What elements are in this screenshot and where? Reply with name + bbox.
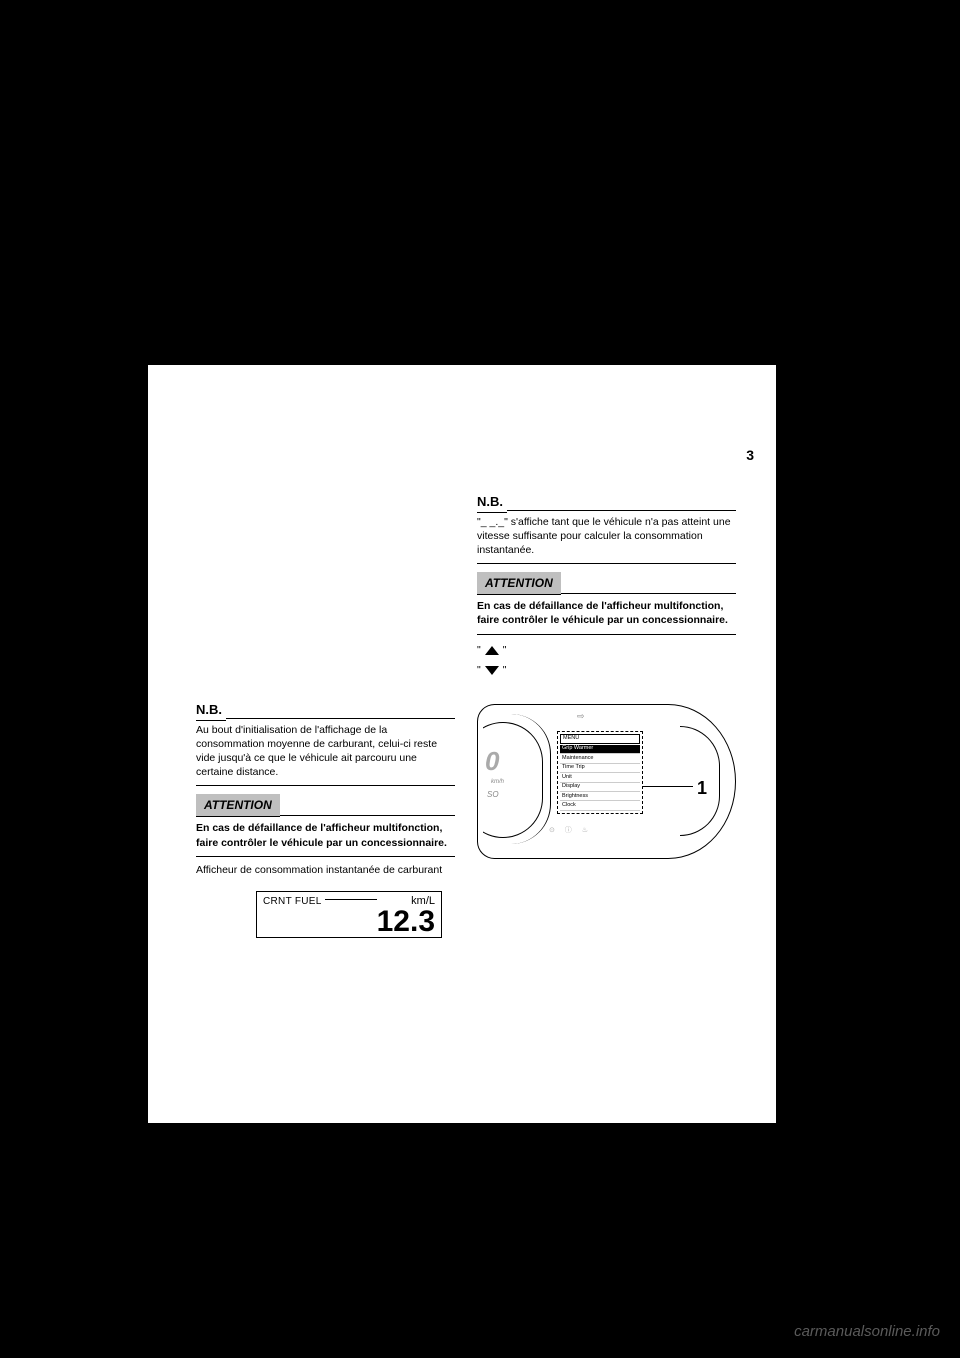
- page-number: 3: [746, 447, 754, 463]
- nb-header-left: N.B.: [196, 701, 455, 721]
- nb-rule: [507, 510, 736, 511]
- nb-rule: [226, 718, 455, 719]
- right-column: N.B. "_ _._" s'affiche tant que le véhic…: [477, 493, 736, 938]
- attention-rule: [280, 815, 455, 816]
- callout-line: [643, 786, 693, 787]
- turn-signal-icon: ⇨: [577, 710, 585, 722]
- attention-text-right: En cas de défaillance de l'afficheur mul…: [477, 599, 736, 627]
- nb-label: N.B.: [477, 493, 507, 513]
- menu-item: Display: [560, 783, 640, 792]
- nb-text-right: "_ _._" s'affiche tant que le véhicule n…: [477, 515, 736, 558]
- fuel-label-wrap: CRNT FUEL: [263, 894, 380, 909]
- dashboard-diagram: 0 km/h SO ⇨ ⊙ ⓘ ♨ MENU Grip Warmer Maint…: [477, 696, 736, 876]
- fuel-display-box: CRNT FUEL km/L 12.3: [256, 891, 442, 938]
- small-so-label: SO: [487, 790, 499, 801]
- nb-text-left: Au bout d'initialisation de l'affichage …: [196, 723, 455, 780]
- attention-header-left: ATTENTION: [196, 794, 455, 817]
- menu-item: Brightness: [560, 792, 640, 801]
- attention-label: ATTENTION: [477, 572, 561, 595]
- attention-header-right: ATTENTION: [477, 572, 736, 595]
- subheading-left: Afficheur de consommation instantanée de…: [196, 863, 455, 877]
- divider: [196, 785, 455, 786]
- attention-text-left: En cas de défaillance de l'afficheur mul…: [196, 821, 455, 849]
- menu-item: Unit: [560, 773, 640, 782]
- nb-label: N.B.: [196, 701, 226, 721]
- arrow-up-icon: [485, 646, 499, 655]
- divider: [196, 856, 455, 857]
- attention-label: ATTENTION: [196, 794, 280, 817]
- arrow-down-icon: [485, 666, 499, 675]
- menu-item: Maintenance: [560, 754, 640, 763]
- menu-box: MENU Grip Warmer Maintenance Time Trip U…: [557, 731, 643, 813]
- arrow-up-row: " " " " pour faire défiler vers le haut: [477, 641, 736, 661]
- speed-unit: km/h: [491, 778, 504, 786]
- arrow-instructions: " " " " pour faire défiler vers le haut …: [477, 641, 736, 681]
- divider: [477, 634, 736, 635]
- fuel-label: CRNT FUEL: [263, 896, 322, 907]
- menu-title: MENU: [560, 734, 640, 743]
- speed-value: 0: [485, 744, 499, 779]
- arrow-down-row: " ": [477, 661, 736, 681]
- content-columns: N.B. Au bout d'initialisation de l'affic…: [196, 493, 736, 938]
- fuel-value: 12.3: [263, 907, 435, 937]
- divider: [477, 563, 736, 564]
- attention-rule: [561, 593, 736, 594]
- indicator-icons: ⊙ ⓘ ♨: [549, 826, 592, 835]
- left-column: N.B. Au bout d'initialisation de l'affic…: [196, 493, 455, 938]
- manual-page: 3 N.B. Au bout d'initialisation de l'aff…: [148, 365, 776, 1123]
- watermark: carmanualsonline.info: [794, 1323, 940, 1340]
- callout-number: 1: [697, 776, 707, 800]
- menu-item: Grip Warmer: [560, 745, 640, 754]
- fuel-label-underline: [325, 899, 377, 900]
- menu-item: Time Trip: [560, 764, 640, 773]
- menu-item: Clock: [560, 801, 640, 810]
- nb-header-right: N.B.: [477, 493, 736, 513]
